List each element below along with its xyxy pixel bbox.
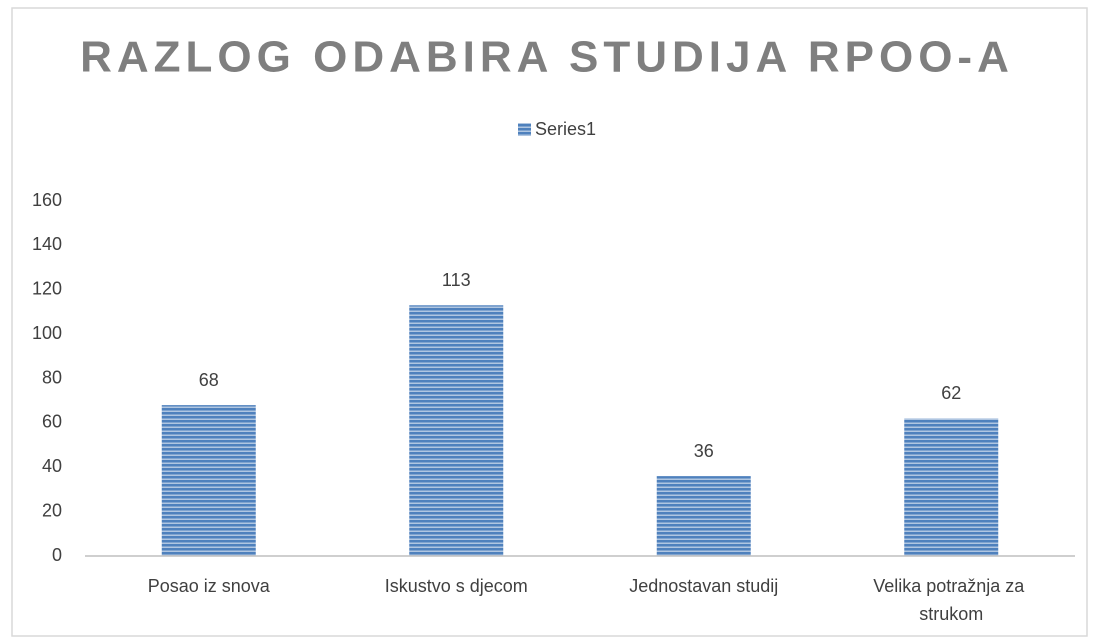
y-tick-label: 120 (32, 279, 62, 299)
chart-title: RAZLOG ODABIRA STUDIJA RPOO-A (80, 33, 1014, 82)
data-label: 36 (694, 441, 714, 461)
y-tick-label: 60 (42, 412, 62, 432)
data-label: 62 (941, 383, 961, 403)
data-label: 68 (199, 370, 219, 390)
legend-swatch (518, 123, 531, 136)
x-tick-label: Posao iz snova (148, 576, 271, 596)
x-tick-label: Jednostavan studij (629, 576, 778, 596)
y-tick-label: 100 (32, 323, 62, 343)
bar (161, 405, 256, 556)
bar (409, 305, 504, 556)
bar (904, 418, 999, 556)
legend-label: Series1 (535, 119, 596, 139)
y-tick-label: 0 (52, 545, 62, 565)
y-tick-label: 140 (32, 234, 62, 254)
x-tick-label: Velika potražnja za strukom (873, 576, 1029, 624)
data-label: 113 (442, 270, 471, 290)
y-tick-label: 20 (42, 500, 62, 520)
y-tick-label: 160 (32, 190, 62, 210)
y-tick-label: 40 (42, 456, 62, 476)
x-tick-label: Iskustvo s djecom (385, 576, 528, 596)
y-tick-label: 80 (42, 367, 62, 387)
bar (656, 476, 751, 556)
